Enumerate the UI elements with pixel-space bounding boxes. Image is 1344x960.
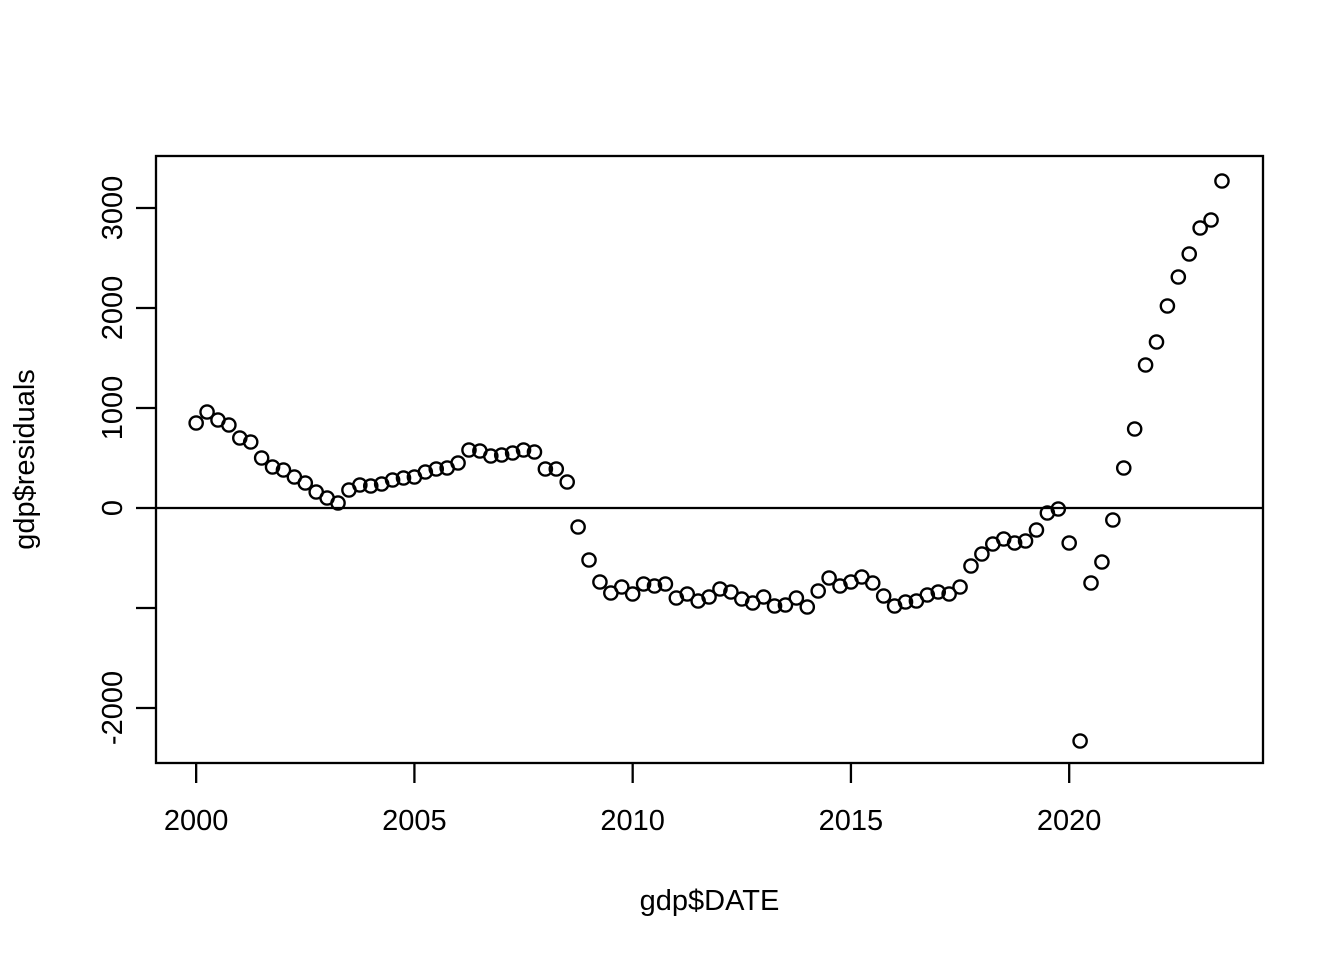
data-point [952,579,968,595]
x-tick-label: 2010 [600,805,665,837]
data-point [352,477,368,493]
data-point [799,599,816,615]
data-point [624,586,641,602]
y-tick-label: 1000 [97,376,129,441]
data-point [766,598,783,614]
data-point [723,584,739,600]
data-point [1170,269,1187,285]
data-point [428,461,445,477]
data-point [1126,421,1143,437]
data-point [297,475,314,491]
x-tick-label: 2020 [1037,805,1102,837]
data-point [1115,460,1132,476]
data-point [646,578,663,594]
data-point [712,581,728,597]
x-axis: 2000 2005 2010 2015 2020 [164,763,1102,837]
data-point [1028,522,1045,538]
data-point [362,478,379,494]
data-point [679,586,696,602]
data-point [810,583,826,599]
data-point [504,445,521,461]
y-tick-label: 0 [97,500,129,516]
data-point [701,589,717,605]
data-point [657,576,674,592]
data-point [635,576,652,592]
data-point [941,586,957,602]
data-point [199,404,215,420]
data-point [1083,575,1099,591]
data-point [963,558,979,574]
y-tick-label: -2000 [97,671,129,745]
x-axis-title: gdp$DATE [640,885,780,917]
data-point [537,461,554,477]
data-point [515,442,532,458]
plot-box [154,154,1265,765]
data-point [461,442,477,458]
data-point [253,450,270,466]
data-point [483,448,499,464]
data-point [1050,501,1067,517]
data-point [1105,512,1121,528]
data-point [417,464,434,480]
data-point [570,519,586,535]
data-point [264,459,281,475]
data-point [330,495,346,511]
data-point [1214,173,1230,189]
data-point [1159,298,1176,314]
data-point [1006,535,1023,551]
data-point [1192,220,1208,236]
data-point [526,444,543,460]
data-point [395,470,412,486]
data-point [242,434,259,450]
data-point [821,570,837,586]
data-point [613,579,630,595]
data-point [1203,212,1219,228]
data-point [897,594,914,610]
data-point [1094,554,1110,570]
x-tick-label: 2015 [819,805,884,837]
data-point [188,415,204,431]
y-tick-label: 2000 [97,276,129,341]
data-point [755,589,772,605]
data-point [974,546,990,562]
data-point [919,587,936,603]
y-axis-title: gdp$residuals [9,369,41,550]
data-point [777,597,794,613]
data-point [1061,535,1077,551]
data-point [788,590,805,606]
y-axis: 3000 2000 1000 0 -2000 [97,176,156,745]
x-tick-label: 2005 [382,805,447,837]
data-point [275,462,292,478]
data-point [450,455,466,471]
data-point [1137,357,1154,373]
data-point [559,474,575,490]
data-point [864,575,881,591]
data-point [1148,334,1165,350]
data-point [548,461,565,477]
data-point [493,447,510,463]
data-point [384,472,401,488]
data-point [875,588,892,604]
data-point [592,574,608,590]
data-point [930,584,947,600]
data-point [581,552,597,568]
data-point [221,417,237,433]
data-points [188,173,1230,749]
y-tick-label: 3000 [97,176,129,241]
data-point [1072,733,1088,749]
data-point [1181,246,1198,262]
x-tick-label: 2000 [164,805,229,837]
data-point [1017,533,1034,549]
